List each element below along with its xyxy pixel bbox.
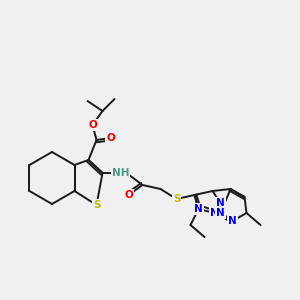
- Text: N: N: [228, 216, 237, 226]
- Text: NH: NH: [112, 168, 129, 178]
- Text: O: O: [88, 120, 97, 130]
- Text: S: S: [173, 194, 180, 204]
- Text: S: S: [93, 200, 100, 210]
- Text: N: N: [210, 208, 219, 218]
- Text: N: N: [216, 198, 225, 208]
- Text: O: O: [106, 133, 115, 143]
- Text: N: N: [216, 208, 225, 218]
- Text: N: N: [194, 204, 203, 214]
- Text: O: O: [124, 190, 133, 200]
